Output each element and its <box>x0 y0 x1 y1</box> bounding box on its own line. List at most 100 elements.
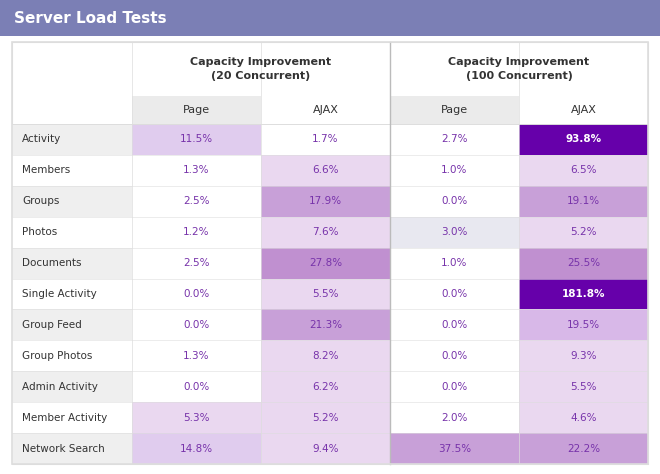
Bar <box>12 42 648 464</box>
Text: Members: Members <box>22 165 70 175</box>
Bar <box>12 217 132 247</box>
Bar <box>261 310 390 340</box>
Text: 0.0%: 0.0% <box>442 196 468 206</box>
Bar <box>132 96 261 124</box>
Text: 0.0%: 0.0% <box>442 289 468 299</box>
Text: 2.0%: 2.0% <box>442 413 468 423</box>
Text: 19.1%: 19.1% <box>567 196 600 206</box>
Text: 5.3%: 5.3% <box>183 413 210 423</box>
Text: 27.8%: 27.8% <box>309 258 342 268</box>
Bar <box>261 217 390 247</box>
Bar <box>12 402 132 433</box>
Bar <box>519 402 648 433</box>
Bar <box>12 186 132 217</box>
Bar <box>132 186 261 217</box>
Bar <box>12 433 132 464</box>
Bar <box>12 371 132 402</box>
Bar <box>132 217 261 247</box>
Bar <box>519 186 648 217</box>
Bar <box>261 124 390 155</box>
Text: 9.4%: 9.4% <box>312 444 339 454</box>
Text: 3.0%: 3.0% <box>442 227 468 237</box>
Text: 22.2%: 22.2% <box>567 444 600 454</box>
Text: 181.8%: 181.8% <box>562 289 605 299</box>
Text: 2.5%: 2.5% <box>183 258 210 268</box>
Text: 21.3%: 21.3% <box>309 320 342 330</box>
Bar <box>132 124 261 155</box>
Text: Single Activity: Single Activity <box>22 289 97 299</box>
Bar <box>132 340 261 371</box>
Text: Server Load Tests: Server Load Tests <box>14 10 166 26</box>
Text: Capacity Improvement
(100 Concurrent): Capacity Improvement (100 Concurrent) <box>448 57 589 81</box>
Text: 1.2%: 1.2% <box>183 227 210 237</box>
Text: Member Activity: Member Activity <box>22 413 107 423</box>
Text: Capacity Improvement
(20 Concurrent): Capacity Improvement (20 Concurrent) <box>191 57 331 81</box>
Text: 25.5%: 25.5% <box>567 258 600 268</box>
Text: 93.8%: 93.8% <box>566 135 601 145</box>
Text: 1.3%: 1.3% <box>183 165 210 175</box>
Bar <box>390 186 519 217</box>
Bar <box>519 371 648 402</box>
Text: 0.0%: 0.0% <box>442 320 468 330</box>
Bar <box>12 279 132 310</box>
Bar <box>12 310 132 340</box>
Text: 7.6%: 7.6% <box>312 227 339 237</box>
Text: Admin Activity: Admin Activity <box>22 382 98 392</box>
Text: Documents: Documents <box>22 258 81 268</box>
Text: Page: Page <box>441 105 468 115</box>
Text: AJAX: AJAX <box>313 105 339 115</box>
Text: Group Photos: Group Photos <box>22 351 92 361</box>
Bar <box>261 186 390 217</box>
Text: 0.0%: 0.0% <box>183 320 210 330</box>
Bar <box>519 310 648 340</box>
Text: 17.9%: 17.9% <box>309 196 342 206</box>
Bar <box>390 96 519 124</box>
Bar <box>519 433 648 464</box>
Bar <box>390 124 519 155</box>
Text: Groups: Groups <box>22 196 59 206</box>
Text: 5.5%: 5.5% <box>570 382 597 392</box>
Text: 14.8%: 14.8% <box>180 444 213 454</box>
Text: 6.6%: 6.6% <box>312 165 339 175</box>
Bar <box>12 42 648 464</box>
Text: 5.2%: 5.2% <box>570 227 597 237</box>
Bar <box>519 155 648 186</box>
Bar <box>390 433 519 464</box>
Bar <box>261 279 390 310</box>
Bar <box>390 310 519 340</box>
Bar <box>132 371 261 402</box>
Text: 9.3%: 9.3% <box>570 351 597 361</box>
Text: 6.2%: 6.2% <box>312 382 339 392</box>
Bar <box>261 247 390 279</box>
Text: 11.5%: 11.5% <box>180 135 213 145</box>
Text: Photos: Photos <box>22 227 57 237</box>
Bar <box>12 340 132 371</box>
Bar <box>390 371 519 402</box>
Bar <box>132 402 261 433</box>
Text: Page: Page <box>183 105 210 115</box>
Bar <box>390 402 519 433</box>
Text: 1.0%: 1.0% <box>442 165 468 175</box>
Text: 5.2%: 5.2% <box>312 413 339 423</box>
Text: 2.5%: 2.5% <box>183 196 210 206</box>
Bar <box>12 155 132 186</box>
Bar <box>132 310 261 340</box>
Bar <box>12 247 132 279</box>
Text: 19.5%: 19.5% <box>567 320 600 330</box>
Text: 1.7%: 1.7% <box>312 135 339 145</box>
Bar <box>132 279 261 310</box>
Text: 0.0%: 0.0% <box>442 351 468 361</box>
Bar <box>261 155 390 186</box>
Text: Group Feed: Group Feed <box>22 320 82 330</box>
Bar <box>261 340 390 371</box>
Text: 0.0%: 0.0% <box>183 382 210 392</box>
Bar <box>519 247 648 279</box>
Text: 6.5%: 6.5% <box>570 165 597 175</box>
Text: 2.7%: 2.7% <box>442 135 468 145</box>
Bar <box>519 124 648 155</box>
Bar <box>519 340 648 371</box>
Text: 0.0%: 0.0% <box>442 382 468 392</box>
Bar <box>132 247 261 279</box>
Bar <box>390 155 519 186</box>
Text: AJAX: AJAX <box>570 105 597 115</box>
